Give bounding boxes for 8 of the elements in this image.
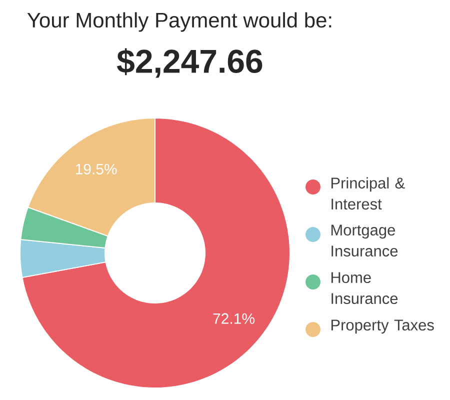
chart-title: Your Monthly Payment would be:: [27, 12, 332, 32]
legend-label: Home Insurance: [331, 272, 398, 304]
data-label: 72.1%: [213, 313, 254, 324]
legend-label: Property Taxes: [331, 320, 434, 334]
legend-label: Mortgage Insurance: [331, 224, 398, 257]
chart-subtitle: $2,247.66: [117, 48, 262, 78]
data-label: 19.5%: [76, 164, 117, 174]
legend-label: Principal & Interest: [331, 177, 405, 210]
